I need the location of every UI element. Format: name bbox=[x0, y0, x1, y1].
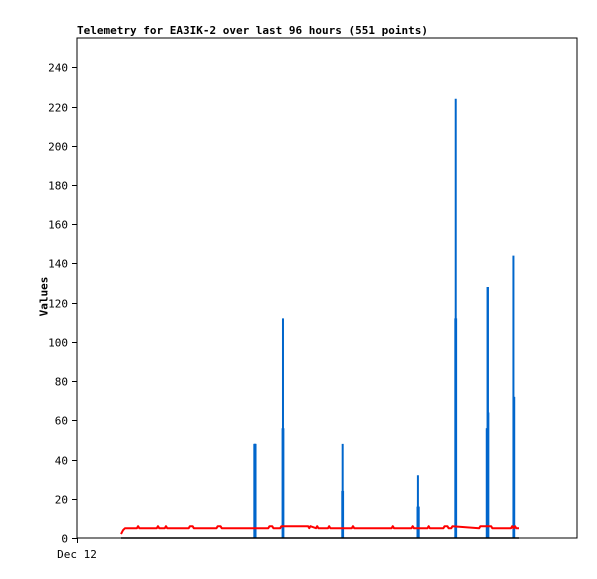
y-tick-label: 40 bbox=[55, 455, 68, 468]
y-tick-label: 180 bbox=[48, 180, 68, 193]
y-tick-label: 140 bbox=[48, 258, 68, 271]
y-tick-label: 160 bbox=[48, 219, 68, 232]
x-tick-label: Dec 12 bbox=[57, 548, 97, 561]
y-tick-label: 80 bbox=[55, 376, 68, 389]
y-tick-label: 20 bbox=[55, 494, 68, 507]
y-tick-label: 120 bbox=[48, 298, 68, 311]
y-tick-label: 220 bbox=[48, 102, 68, 115]
y-tick-label: 100 bbox=[48, 337, 68, 350]
plot-frame bbox=[76, 37, 578, 539]
series-1-line bbox=[120, 525, 519, 535]
chart-title: Telemetry for EA3IK-2 over last 96 hours… bbox=[77, 24, 428, 37]
y-tick-label: 200 bbox=[48, 141, 68, 154]
y-tick-label: 60 bbox=[55, 415, 68, 428]
y-tick-label: 0 bbox=[61, 533, 68, 546]
y-tick-label: 240 bbox=[48, 62, 68, 75]
